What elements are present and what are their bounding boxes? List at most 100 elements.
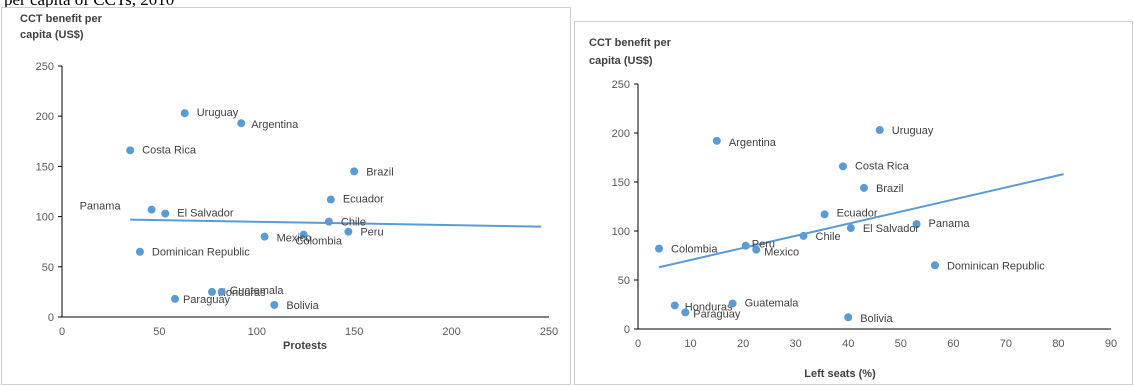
chart-panel-protests: CCT benefit per capita (US$) 0 50 100 150 200 2… bbox=[1, 7, 571, 385]
data-point bbox=[681, 308, 690, 317]
data-point bbox=[655, 244, 664, 253]
data-point bbox=[799, 231, 808, 240]
y-tick-label: 250 bbox=[36, 61, 54, 73]
x-tick-label: 200 bbox=[442, 326, 460, 338]
y-tick-label: 100 bbox=[36, 212, 54, 224]
y-axis-title: CCT benefit per bbox=[589, 37, 672, 49]
trend-line bbox=[130, 218, 542, 228]
data-point bbox=[170, 294, 179, 303]
point-label: Ecuador bbox=[837, 207, 878, 219]
point-label: Mexico bbox=[277, 233, 312, 245]
x-axis-title: Protests bbox=[283, 340, 327, 352]
x-tick-label: 60 bbox=[947, 338, 959, 350]
x-tick-label: 20 bbox=[737, 338, 749, 350]
data-point bbox=[350, 167, 359, 176]
y-tick-label: 100 bbox=[612, 226, 630, 238]
point-label: Bolivia bbox=[860, 313, 893, 325]
data-point bbox=[237, 119, 246, 128]
y-axis-title: capita (US$) bbox=[20, 29, 84, 41]
point-label: El Salvador bbox=[177, 208, 234, 220]
x-tick-label: 50 bbox=[153, 326, 165, 338]
point-label: Costa Rica bbox=[142, 144, 197, 156]
x-tick-label: 0 bbox=[59, 326, 65, 338]
data-point bbox=[728, 299, 737, 308]
point-label: Costa Rica bbox=[855, 160, 910, 172]
x-tick-label: 40 bbox=[842, 338, 854, 350]
point-label: Panama bbox=[929, 218, 971, 230]
chart-panel-left-seats: CCT benefit per capita (US$) 0 50 100 150 200 2… bbox=[574, 21, 1133, 385]
point-label: Brazil bbox=[876, 183, 904, 195]
x-tick-label: 250 bbox=[540, 326, 558, 338]
data-point bbox=[859, 183, 868, 192]
data-point bbox=[741, 241, 750, 250]
x-tick-label: 30 bbox=[790, 338, 802, 350]
data-point bbox=[712, 136, 721, 145]
data-point bbox=[344, 227, 353, 236]
x-tick-label: 90 bbox=[1105, 338, 1117, 350]
point-label: Chile bbox=[816, 231, 841, 243]
data-point bbox=[844, 313, 853, 322]
y-tick-label: 50 bbox=[618, 275, 630, 287]
point-label: Argentina bbox=[251, 119, 299, 131]
data-point bbox=[207, 287, 216, 296]
data-point bbox=[299, 230, 308, 239]
data-point bbox=[930, 261, 939, 270]
point-label: Dominican Republic bbox=[152, 247, 250, 259]
point-label: Honduras bbox=[685, 301, 733, 313]
x-tick-label: 150 bbox=[345, 326, 363, 338]
point-label: Paraguay bbox=[183, 294, 231, 306]
y-tick-label: 50 bbox=[42, 262, 54, 274]
point-label: Colombia bbox=[671, 244, 718, 256]
x-tick-label: 100 bbox=[248, 326, 266, 338]
data-point bbox=[912, 220, 921, 229]
x-tick-label: 70 bbox=[1000, 338, 1012, 350]
data-point bbox=[752, 245, 761, 254]
y-tick-label: 150 bbox=[36, 161, 54, 173]
data-point bbox=[270, 300, 279, 309]
data-point bbox=[180, 109, 189, 118]
point-label: Guatemala bbox=[745, 298, 800, 310]
data-point bbox=[126, 146, 135, 155]
y-tick-label: 200 bbox=[612, 128, 630, 140]
trend-line bbox=[658, 173, 1064, 269]
y-tick-label: 250 bbox=[612, 79, 630, 91]
data-point bbox=[875, 126, 884, 135]
y-axis-title: CCT benefit per bbox=[20, 13, 103, 25]
x-tick-label: 50 bbox=[895, 338, 907, 350]
point-label: Honduras bbox=[218, 287, 266, 299]
data-point bbox=[161, 209, 170, 218]
y-tick-label: 0 bbox=[48, 312, 54, 324]
y-tick-label: 0 bbox=[624, 324, 630, 336]
data-point bbox=[326, 195, 335, 204]
point-label: Paraguay bbox=[693, 308, 741, 320]
point-label: Guatemala bbox=[230, 285, 285, 297]
point-label: Argentina bbox=[729, 137, 777, 149]
data-point bbox=[135, 247, 144, 256]
point-label: Uruguay bbox=[892, 125, 934, 137]
scatter-chart-protests: CCT benefit per capita (US$) 0 50 100 150 200 2… bbox=[20, 13, 558, 352]
x-tick-label: 0 bbox=[635, 338, 641, 350]
data-point bbox=[147, 205, 156, 214]
point-label: Uruguay bbox=[197, 107, 239, 119]
x-tick-label: 10 bbox=[684, 338, 696, 350]
data-point bbox=[846, 224, 855, 233]
data-point bbox=[217, 287, 226, 296]
y-tick-label: 200 bbox=[36, 111, 54, 123]
data-point bbox=[670, 301, 679, 310]
data-point bbox=[260, 232, 269, 241]
y-tick-label: 150 bbox=[612, 177, 630, 189]
point-label: Chile bbox=[341, 217, 366, 229]
data-point bbox=[838, 162, 847, 171]
data-point bbox=[324, 217, 333, 226]
point-label: Colombia bbox=[296, 236, 343, 248]
figure-caption: per capita of CCTs, 2010 bbox=[4, 0, 174, 10]
point-label: Ecuador bbox=[343, 194, 384, 206]
x-tick-label: 80 bbox=[1052, 338, 1064, 350]
point-label: Panama bbox=[80, 201, 122, 213]
x-axis-title: Left seats (%) bbox=[804, 368, 876, 380]
point-label: El Salvador bbox=[863, 223, 920, 235]
data-point bbox=[820, 210, 829, 219]
point-label: Peru bbox=[360, 227, 383, 239]
point-label: Bolivia bbox=[286, 300, 319, 312]
